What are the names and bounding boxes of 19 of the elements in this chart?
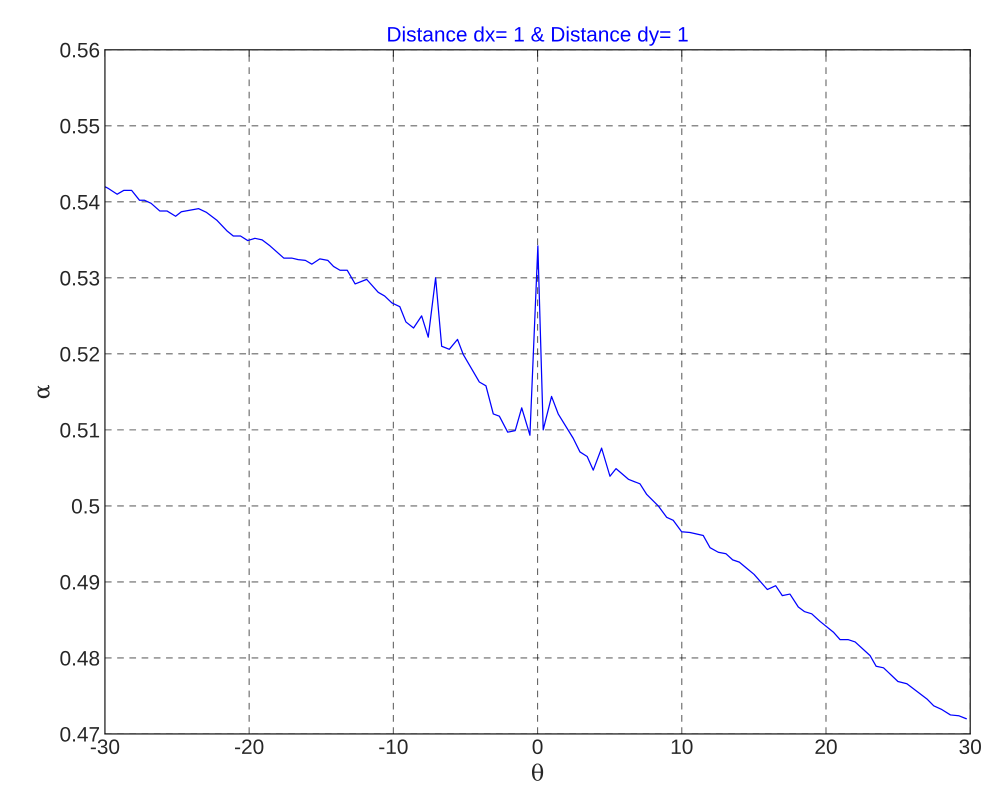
y-tick-label: 0.54 xyxy=(60,194,100,210)
x-tick-label: 30 xyxy=(959,739,981,754)
line-series xyxy=(104,186,967,720)
y-tick-label: 0.49 xyxy=(60,574,100,590)
y-tick-label: 0.5 xyxy=(72,498,100,514)
x-axis-title: θ xyxy=(532,764,544,781)
y-tick-label: 0.56 xyxy=(60,42,100,58)
x-tick-label: -20 xyxy=(235,739,264,754)
y-tick-label: 0.53 xyxy=(60,270,100,286)
y-tick-label: 0.52 xyxy=(60,346,100,362)
chart-title: Distance dx= 1 & Distance dy= 1 xyxy=(388,26,688,46)
y-tick-label: 0.48 xyxy=(60,650,100,666)
x-tick-label: 20 xyxy=(815,739,837,754)
x-tick-label: 10 xyxy=(672,739,693,754)
x-tick-label: 0 xyxy=(532,739,543,754)
y-tick-label: 0.55 xyxy=(60,118,100,134)
y-tick-label: 0.51 xyxy=(60,422,100,438)
y-axis-title: α xyxy=(38,384,50,398)
x-tick-label: -10 xyxy=(379,739,408,754)
